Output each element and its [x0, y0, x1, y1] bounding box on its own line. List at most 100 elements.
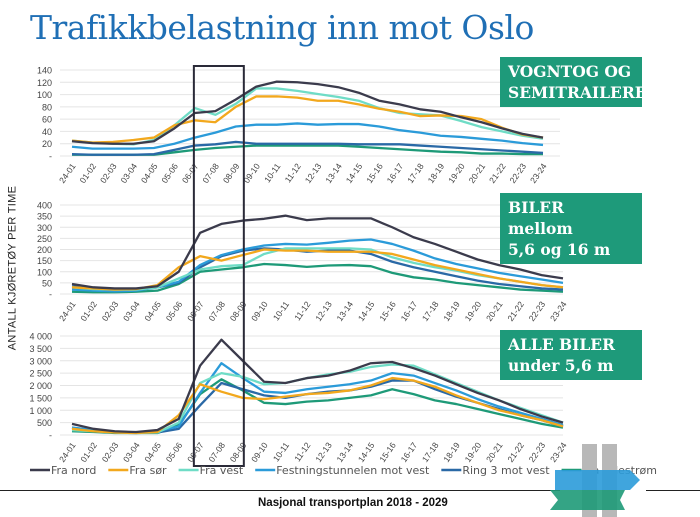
- x-tick-label: 03-04: [121, 440, 142, 464]
- y-tick-label: 1 000: [29, 406, 52, 416]
- x-tick-label: 23-24: [528, 161, 549, 185]
- x-tick-label: 06-07: [180, 161, 201, 185]
- x-tick-label: 06-07: [185, 440, 206, 464]
- series-line-fra-nord: [71, 338, 564, 434]
- x-tick-label: 02-03: [98, 161, 119, 185]
- series-line-fra-lillestrøm: [71, 262, 564, 294]
- x-tick-label: 07-08: [206, 299, 227, 323]
- series-line-fra-sør: [71, 95, 544, 144]
- y-tick-label: 1 500: [29, 393, 52, 403]
- x-tick-label: 01-02: [77, 161, 98, 185]
- x-tick-label: 15-16: [364, 161, 385, 185]
- chart-2: - 500 1 000 1 500 2 000 2 500 3 000 3 500 4 000 2…: [29, 332, 568, 464]
- legend-label: Fra vest: [200, 464, 244, 477]
- x-tick-label: 08-09: [228, 299, 249, 323]
- x-tick-label: 09-10: [249, 440, 270, 464]
- legend-item: Fra Lillestrøm: [561, 464, 657, 477]
- legend: Fra nord Fra sør Fra vest Festningstunnelen…: [30, 464, 657, 477]
- x-tick-label: 04-05: [142, 299, 163, 323]
- chart-title-line: VOGNTOG OG: [508, 62, 632, 81]
- x-tick-label: 08-09: [228, 440, 249, 464]
- y-tick-label: 2 000: [29, 381, 52, 391]
- series-line-fra-vest: [71, 87, 544, 146]
- legend-item: Fra sør: [108, 464, 167, 477]
- x-tick-label: 06-07: [185, 299, 206, 323]
- x-tick-label: 10-11: [271, 299, 291, 322]
- y-tick-label: -: [49, 290, 52, 300]
- legend-label: Festningstunnelen mot vest: [276, 464, 430, 477]
- footer-text: Nasjonal transportplan 2018 - 2029: [258, 497, 448, 509]
- chart-title-alle-biler: ALLE BILER under 5,6 m: [500, 330, 642, 380]
- y-tick-label: 350: [37, 212, 52, 222]
- x-tick-label: 18-19: [441, 299, 462, 323]
- y-tick-label: 500: [37, 418, 52, 428]
- x-tick-label: 12-13: [303, 161, 324, 185]
- x-tick-label: 05-06: [164, 440, 185, 464]
- x-tick-label: 19-20: [446, 161, 467, 185]
- y-tick-label: 200: [37, 245, 52, 255]
- series-line-ring-3-mot-vest: [71, 247, 564, 291]
- x-tick-label: 07-08: [206, 440, 227, 464]
- chart-title-line: 5,6 og 16 m: [508, 240, 611, 259]
- x-tick-label: 24-01: [57, 440, 78, 464]
- chart-title-biler-mellom: BILER mellom 5,6 og 16 m: [500, 193, 642, 264]
- series-line-fra-sør: [71, 376, 564, 435]
- chart-title-line: ALLE BILER: [508, 335, 615, 354]
- x-tick-label: 22-23: [527, 440, 548, 464]
- y-tick-label: 400: [37, 201, 52, 211]
- x-tick-label: 04-05: [142, 440, 163, 464]
- x-tick-label: 05-06: [159, 161, 180, 185]
- y-tick-label: 60: [42, 115, 52, 125]
- x-tick-label: 14-15: [344, 161, 365, 185]
- chart-0: - 20 40 60 80 100 120 140 24-01 01-02 02-03 03-04 04…: [37, 66, 560, 185]
- footer-divider: [0, 490, 560, 491]
- x-tick-label: 15-16: [377, 299, 398, 323]
- x-tick-label: 11-12: [283, 161, 303, 184]
- x-tick-label: 10-11: [271, 440, 291, 463]
- x-tick-label: 14-15: [356, 440, 377, 464]
- x-tick-label: 20-21: [484, 299, 505, 323]
- x-tick-label: 22-23: [527, 299, 548, 323]
- highlight-box: [192, 65, 245, 467]
- y-tick-label: 100: [37, 90, 52, 100]
- x-tick-label: 03-04: [118, 161, 139, 185]
- x-tick-label: 14-15: [356, 299, 377, 323]
- legend-label: Fra nord: [51, 464, 96, 477]
- legend-label: Ring 3 mot vest: [462, 464, 550, 477]
- x-tick-label: 09-10: [249, 299, 270, 323]
- x-tick-label: 04-05: [139, 161, 160, 185]
- x-tick-label: 21-22: [505, 440, 526, 464]
- x-tick-label: 07-08: [200, 161, 221, 185]
- x-tick-label: 15-16: [377, 440, 398, 464]
- series-line-ring-3-mot-vest: [71, 140, 544, 156]
- x-tick-label: 01-02: [78, 299, 99, 323]
- x-tick-label: 23-24: [548, 440, 569, 464]
- x-tick-label: 12-13: [313, 299, 334, 323]
- x-tick-label: 13-14: [334, 299, 355, 323]
- x-tick-label: 16-17: [399, 440, 420, 464]
- chart-title-vogntog: VOGNTOG OG SEMITRAILERE: [500, 57, 647, 107]
- y-tick-label: 140: [37, 66, 52, 76]
- x-tick-label: 18-19: [441, 440, 462, 464]
- x-tick-label: 05-06: [164, 299, 185, 323]
- legend-label: Fra sør: [129, 464, 167, 477]
- series-line-fra-nord: [71, 214, 564, 290]
- y-tick-label: 80: [42, 102, 52, 112]
- x-tick-label: 02-03: [100, 440, 121, 464]
- x-tick-label: 12-13: [313, 440, 334, 464]
- x-tick-label: 22-23: [507, 161, 528, 185]
- legend-item: Ring 3 mot vest: [441, 464, 550, 477]
- series-line-festningstunnelen-mot-vest: [71, 122, 544, 150]
- x-tick-label: 24-01: [57, 161, 78, 185]
- x-tick-label: 21-22: [505, 299, 526, 323]
- legend-item: Fra vest: [178, 464, 244, 477]
- x-tick-label: 02-03: [100, 299, 121, 323]
- y-tick-label: 300: [37, 223, 52, 233]
- footer-divider: [646, 490, 700, 491]
- y-tick-label: 100: [37, 267, 52, 277]
- y-tick-label: 4 000: [29, 332, 52, 342]
- legend-item: Fra nord: [30, 464, 96, 477]
- x-tick-label: 21-22: [487, 161, 508, 185]
